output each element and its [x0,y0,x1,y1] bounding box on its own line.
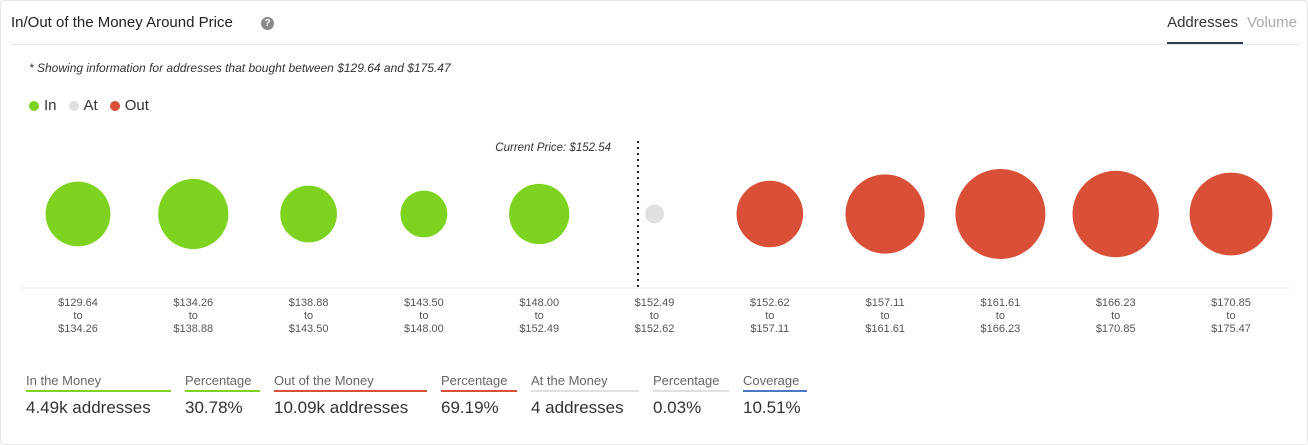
stat-label: Percentage [185,373,260,392]
header-divider [11,44,1299,45]
stat-label: At the Money [531,373,639,392]
stat-value: 0.03% [653,398,702,417]
price-bubble[interactable] [45,181,111,247]
tick-label-from: $152.62 [750,297,790,309]
stat-value: 10.09k addresses [274,398,409,417]
price-bubble[interactable] [1072,170,1159,258]
tick-label-to: $148.00 [404,323,444,335]
summary-stats: In the Money 4.49k addresses Percentage … [26,372,821,418]
tick-label-to: $170.85 [1096,323,1136,335]
stat-label: Percentage [441,373,517,392]
tick-label-connector: to [419,310,428,322]
view-tabs: Addresses Volume [1167,14,1297,44]
price-bubble[interactable] [955,169,1046,259]
price-bubble[interactable] [645,204,664,224]
tick-label-to: $152.49 [519,323,559,335]
stat-label: Out of the Money [274,373,427,392]
price-bubble[interactable] [158,178,229,250]
stat-value: 4.49k addresses [26,398,151,417]
stat-value: 30.78% [185,398,243,417]
stat-value: 10.51% [743,398,801,417]
stat-label: In the Money [26,373,171,392]
legend-item-out[interactable]: Out [109,97,149,114]
tick-label-connector: to [304,310,313,322]
tick-label-from: $138.88 [289,297,329,309]
tick-label-from: $129.64 [58,297,98,309]
tab-addresses[interactable]: Addresses [1167,14,1243,44]
stat-value: 69.19% [441,398,499,417]
stat-label: Coverage [743,373,807,392]
stat-value: 4 addresses [531,398,624,417]
stat-label: Percentage [653,373,729,392]
tick-label-to: $134.26 [58,323,98,335]
tick-label-connector: to [996,310,1005,322]
tick-label-connector: to [535,310,544,322]
tick-label-to: $152.62 [635,323,675,335]
tick-label-from: $157.11 [866,297,905,309]
current-price-label: Current Price: $152.54 [495,142,611,154]
stat-out-of-the-money: Out of the Money 10.09k addresses [274,372,427,418]
tick-label-from: $170.85 [1211,297,1251,309]
stat-at-percentage: Percentage 0.03% [653,372,729,418]
price-bubble[interactable] [1189,172,1273,256]
tick-label-connector: to [73,310,82,322]
tick-label-connector: to [881,310,890,322]
help-icon[interactable]: ? [261,17,274,30]
legend-dot-out [109,100,120,111]
tick-label-to: $166.23 [981,323,1021,335]
legend-label-at: At [83,97,98,114]
tick-label-to: $143.50 [289,323,329,335]
tick-label-connector: to [650,310,659,322]
chart-title: In/Out of the Money Around Price [11,14,233,31]
stat-in-percentage: Percentage 30.78% [185,372,260,418]
stat-in-the-money: In the Money 4.49k addresses [26,372,171,418]
price-bubble[interactable] [509,183,570,245]
price-bubble[interactable] [736,180,804,248]
tick-label-from: $166.23 [1096,297,1136,309]
tick-label-connector: to [1226,310,1235,322]
range-note: * Showing information for addresses that… [29,61,451,75]
tick-label-from: $161.61 [981,297,1021,309]
legend-label-in: In [44,97,57,114]
legend-item-in[interactable]: In [29,97,57,114]
legend-label-out: Out [124,97,149,114]
legend-dot-in [29,100,39,111]
tick-label-from: $134.26 [173,297,213,309]
legend-dot-at [68,100,79,111]
tick-label-from: $143.50 [404,297,444,309]
tick-label-from: $152.49 [635,297,675,309]
legend: In At Out [29,97,161,114]
price-bubble[interactable] [280,185,337,243]
stat-at-the-money: At the Money 4 addresses [531,372,639,418]
tab-volume[interactable]: Volume [1246,14,1297,31]
tick-label-to: $161.61 [865,323,905,335]
stat-out-percentage: Percentage 69.19% [441,372,517,418]
bubble-chart: Current Price: $152.54$129.64to$134.26$1… [21,141,1289,335]
tick-label-connector: to [189,310,198,322]
price-bubble[interactable] [400,190,448,238]
tick-label-to: $138.88 [173,323,213,335]
price-bubble[interactable] [845,174,925,254]
tick-label-connector: to [1111,310,1120,322]
legend-item-at[interactable]: At [68,97,98,114]
tick-label-from: $148.00 [519,297,559,309]
stat-coverage: Coverage 10.51% [743,372,807,418]
tick-label-to: $175.47 [1211,323,1251,335]
tick-label-connector: to [765,310,774,322]
tick-label-to: $157.11 [750,323,789,335]
